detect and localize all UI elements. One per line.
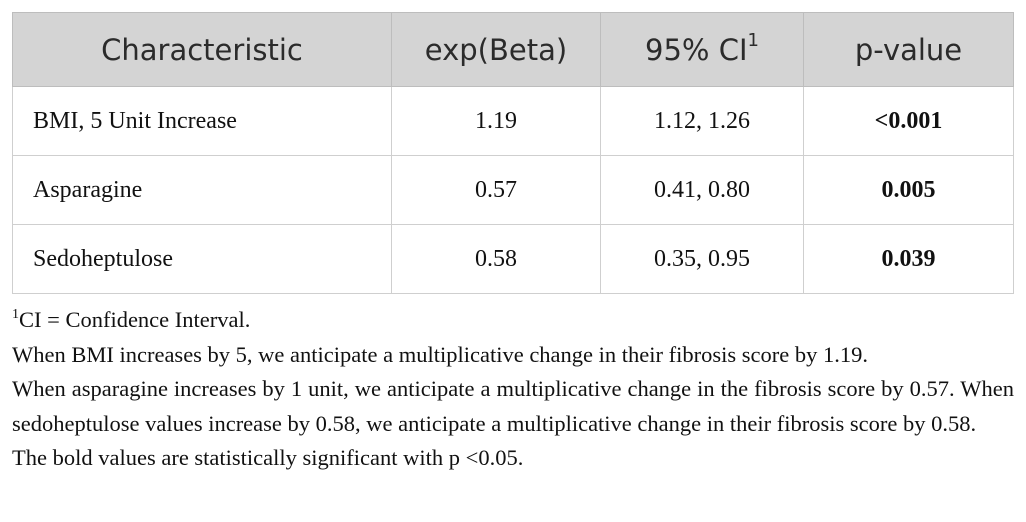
note: When asparagine increases by 1 unit, we … <box>12 376 1014 436</box>
table-row: Asparagine 0.57 0.41, 0.80 0.005 <box>12 155 1014 225</box>
note: The bold values are statistically signif… <box>12 445 524 470</box>
header-text: p-value <box>854 32 963 67</box>
results-table: Characteristic exp(Beta) 95% CI1 p-value… <box>12 12 1014 294</box>
header-text: Characteristic <box>101 32 303 67</box>
footnote-text: CI = Confidence Interval. <box>19 307 251 332</box>
table-cell: 0.005 <box>803 155 1014 225</box>
table-row: Sedoheptulose 0.58 0.35, 0.95 0.039 <box>12 224 1014 294</box>
note-list: When BMI increases by 5, we anticipate a… <box>12 338 1014 476</box>
footnote-marker: 1 <box>12 307 19 322</box>
footnote: 1CI = Confidence Interval. <box>12 303 1014 338</box>
table-cell: <0.001 <box>803 86 1014 156</box>
header-text: exp(Beta) <box>424 32 568 67</box>
header-cell: 95% CI1 <box>600 12 804 87</box>
table-cell: 0.41, 0.80 <box>600 155 804 225</box>
header-cell: exp(Beta) <box>391 12 601 87</box>
table-cell: BMI, 5 Unit Increase <box>12 86 392 156</box>
table-cell: Asparagine <box>12 155 392 225</box>
table-cell: 1.12, 1.26 <box>600 86 804 156</box>
table-cell: 1.19 <box>391 86 601 156</box>
header-marker: 1 <box>747 29 759 51</box>
note: When BMI increases by 5, we anticipate a… <box>12 341 868 367</box>
table-body: BMI, 5 Unit Increase 1.19 1.12, 1.26 <0.001… <box>12 86 1014 294</box>
table-row: BMI, 5 Unit Increase 1.19 1.12, 1.26 <0.001 <box>12 86 1014 156</box>
header-cell: Characteristic <box>12 12 392 87</box>
table-cell: 0.58 <box>391 224 601 294</box>
header-text: 95% CI <box>645 32 748 67</box>
table-cell: Sedoheptulose <box>12 224 392 294</box>
table-notes: 1CI = Confidence Interval. When BMI incr… <box>12 303 1014 476</box>
table-cell: 0.039 <box>803 224 1014 294</box>
table-cell: 0.57 <box>391 155 601 225</box>
table-cell: 0.35, 0.95 <box>600 224 804 294</box>
header-row: Characteristic exp(Beta) 95% CI1 p-value <box>12 12 1014 87</box>
header-cell: p-value <box>803 12 1014 87</box>
